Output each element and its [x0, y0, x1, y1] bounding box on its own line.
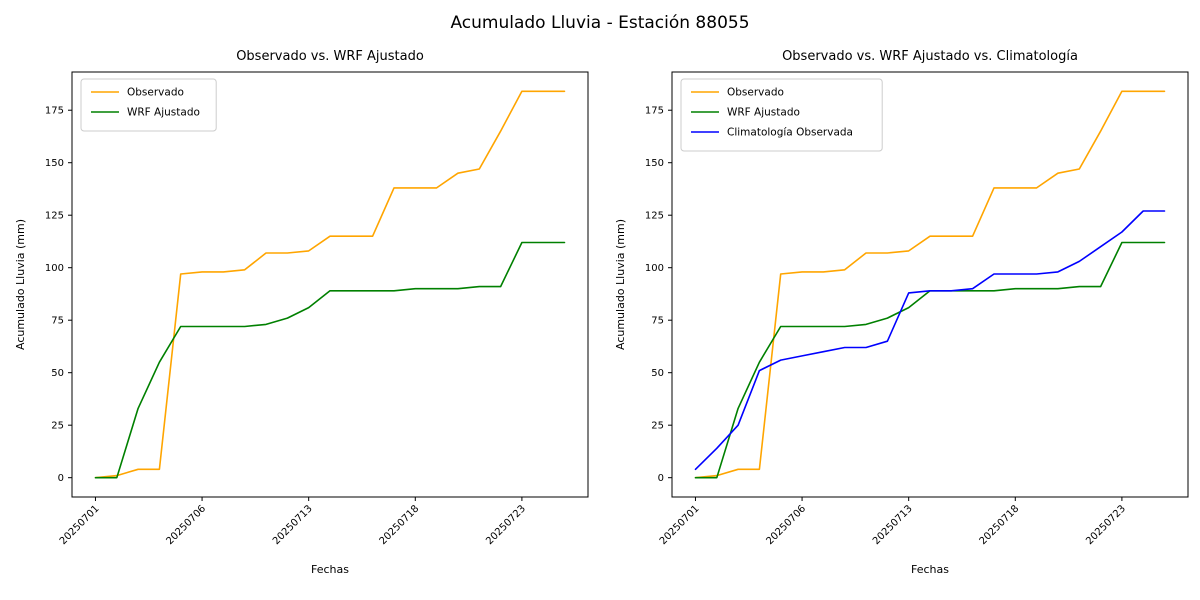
x-axis-tick-label: 20250701 — [58, 503, 102, 547]
chart-observado-vs-wrf-vs-climatologia: Observado vs. WRF Ajustado vs. Climatolo… — [614, 49, 1189, 576]
y-axis-tick-label: 100 — [45, 263, 64, 274]
legend-label-observado: Observado — [127, 87, 184, 99]
y-axis-tick-label: 150 — [45, 158, 64, 169]
x-axis-tick-label: 20250701 — [658, 503, 702, 547]
chart-observado-vs-wrf: Observado vs. WRF Ajustado 0 25 50 75 100 125 1… — [14, 49, 589, 576]
figure-title: Acumulado Lluvia - Estación 88055 — [450, 13, 750, 33]
y-axis-tick-label: 175 — [45, 106, 64, 117]
x-axis-tick-label: 20250713 — [271, 503, 315, 547]
y-axis-tick-label: 25 — [51, 421, 64, 432]
y-axis-label: Acumulado Lluvia (mm) — [14, 219, 27, 350]
y-axis-tick-label: 100 — [645, 263, 664, 274]
y-axis-tick-label: 50 — [651, 368, 664, 379]
y-axis-tick-label: 0 — [658, 473, 664, 484]
y-axis-tick-label: 0 — [58, 473, 64, 484]
legend: Observado WRF Ajustado — [80, 78, 217, 132]
y-axis-tick-label: 25 — [651, 421, 664, 432]
x-axis-tick-label: 20250713 — [871, 503, 915, 547]
subplot-title: Observado vs. WRF Ajustado — [236, 49, 424, 64]
y-axis-tick-label: 175 — [645, 106, 664, 117]
legend-label-observado: Observado — [727, 87, 784, 99]
y-axis-tick-label: 150 — [645, 158, 664, 169]
plot-area — [71, 71, 589, 498]
y-axis-tick-label: 125 — [645, 211, 664, 222]
legend-label-climatolog-a-observada: Climatología Observada — [727, 127, 853, 139]
y-axis-tick-label: 125 — [45, 211, 64, 222]
y-axis-tick-label: 75 — [51, 316, 64, 327]
legend: Observado WRF Ajustado Climatología Observ… — [680, 78, 883, 152]
y-axis-tick-label: 50 — [51, 368, 64, 379]
series-line-wrf-ajustado — [94, 241, 566, 479]
legend-label-wrf-ajustado: WRF Ajustado — [127, 107, 200, 119]
legend-label-wrf-ajustado: WRF Ajustado — [727, 107, 800, 119]
y-axis-tick-label: 75 — [651, 316, 664, 327]
x-axis-label: Fechas — [311, 563, 349, 576]
y-axis-label: Acumulado Lluvia (mm) — [614, 219, 627, 350]
x-axis-label: Fechas — [911, 563, 949, 576]
x-axis-tick-label: 20250706 — [164, 503, 208, 547]
legend-box — [680, 78, 883, 152]
series-line-climatolog-a-observada — [694, 210, 1166, 471]
x-axis-tick-label: 20250718 — [378, 503, 422, 547]
x-axis-tick-label: 20250718 — [978, 503, 1022, 547]
x-axis-tick-label: 20250723 — [484, 503, 528, 547]
x-axis-tick-label: 20250723 — [1084, 503, 1128, 547]
subplot-title: Observado vs. WRF Ajustado vs. Climatolo… — [782, 49, 1078, 64]
x-axis-tick-label: 20250706 — [764, 503, 808, 547]
